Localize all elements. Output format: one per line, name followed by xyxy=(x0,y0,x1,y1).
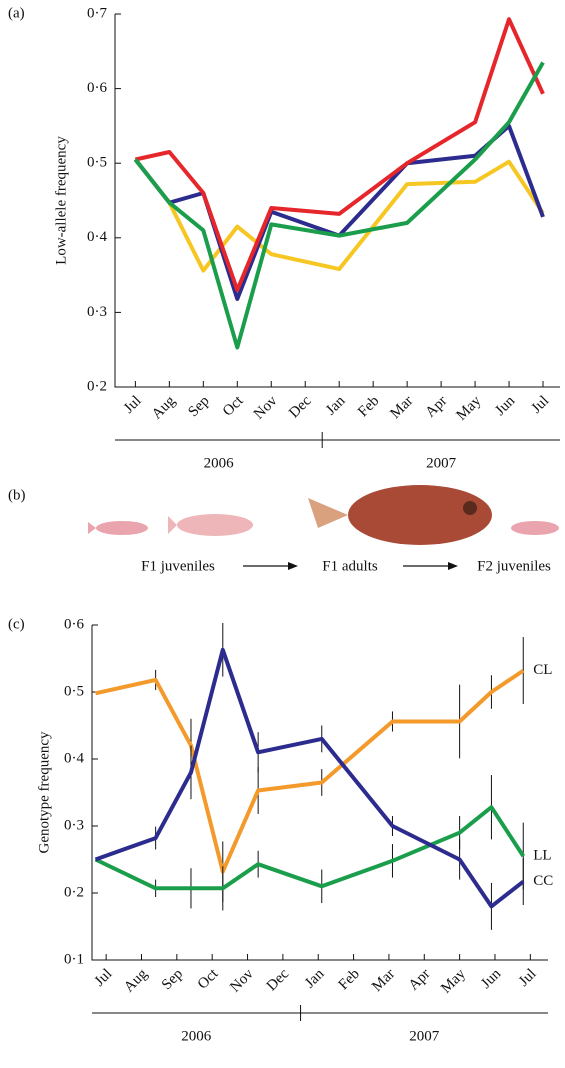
period-label: 2006 xyxy=(204,455,235,471)
x-tick-label: Aug xyxy=(121,966,151,996)
y-tick-label: 0·3 xyxy=(64,817,84,833)
x-tick-label: Jul xyxy=(529,393,553,417)
x-tick-label: Apr xyxy=(406,966,434,994)
x-tick-label: Mar xyxy=(387,393,416,422)
period-label: 2007 xyxy=(426,455,457,471)
x-tick-label: Jul xyxy=(516,966,540,990)
y-tick-label: 0·4 xyxy=(87,229,107,245)
y-tick-label: 0·3 xyxy=(87,304,107,320)
y-tick-label: 0·7 xyxy=(87,5,107,21)
x-tick-label: Jul xyxy=(121,393,145,417)
x-tick-label: May xyxy=(454,393,485,424)
x-tick-label: Dec xyxy=(264,966,293,995)
series-label: CC xyxy=(533,873,553,889)
series-label: CL xyxy=(533,662,552,678)
y-tick-label: 0·5 xyxy=(87,155,107,171)
panel-label: (a) xyxy=(8,5,25,21)
x-tick-label: Jan xyxy=(323,393,349,419)
period-label: 2007 xyxy=(409,1028,440,1044)
x-tick-label: Jun xyxy=(478,966,504,992)
x-tick-label: Feb xyxy=(336,966,363,993)
y-tick-label: 0·2 xyxy=(87,378,107,394)
period-label: 2006 xyxy=(181,1028,212,1044)
y-axis-label: Genotype frequency xyxy=(36,731,52,854)
y-axis-label: Low-allele frequency xyxy=(53,136,69,265)
x-tick-label: Aug xyxy=(149,393,179,423)
y-tick-label: 0·6 xyxy=(87,80,107,96)
x-tick-label: Jul xyxy=(92,966,116,990)
period-line xyxy=(115,432,560,448)
stage-label: F1 juveniles xyxy=(141,558,215,574)
x-tick-label: Oct xyxy=(195,965,222,992)
y-tick-label: 0·2 xyxy=(64,884,84,900)
x-tick-label: Oct xyxy=(220,392,247,419)
x-tick-label: Apr xyxy=(423,393,451,421)
y-tick-label: 0·4 xyxy=(64,750,84,766)
x-tick-label: Nov xyxy=(251,393,281,423)
x-tick-label: Jun xyxy=(492,393,518,419)
x-tick-label: Nov xyxy=(227,966,257,996)
stage-label: F1 adults xyxy=(322,558,378,574)
series-label: LL xyxy=(533,848,551,864)
panel-label: (b) xyxy=(8,487,26,503)
y-tick-label: 0·5 xyxy=(64,683,84,699)
y-tick-label: 0·1 xyxy=(64,951,84,967)
x-tick-label: Mar xyxy=(369,966,398,995)
x-tick-label: Jan xyxy=(302,966,328,992)
y-tick-label: 0·6 xyxy=(64,616,84,632)
period-line xyxy=(92,1005,548,1021)
x-tick-label: Sep xyxy=(185,393,212,420)
x-tick-label: Feb xyxy=(355,393,382,420)
axis-line xyxy=(92,625,548,960)
fish-illustrations xyxy=(88,485,559,570)
x-tick-label: Dec xyxy=(286,393,315,422)
x-tick-label: Sep xyxy=(159,966,186,993)
figure: (b) F1 juveniles F1 adults F2 juveniles … xyxy=(0,0,565,1068)
x-tick-label: May xyxy=(438,966,469,997)
stage-label: F2 juveniles xyxy=(477,558,551,574)
panel-label: (c) xyxy=(8,616,25,632)
